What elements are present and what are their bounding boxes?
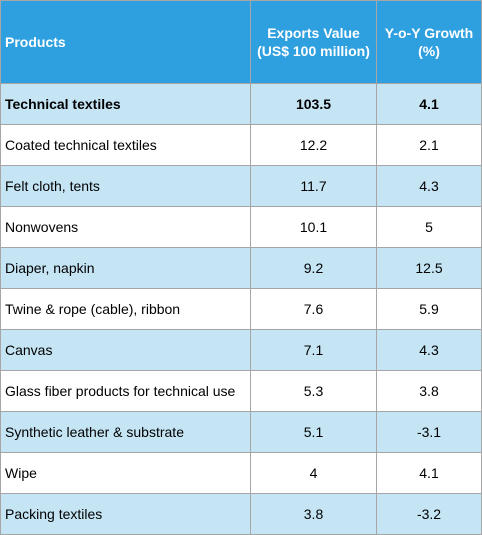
header-exports-value: Exports Value (US$ 100 million) [250,0,377,84]
exports-value-cell: 7.1 [250,329,377,371]
exports-value-cell: 12.2 [250,124,377,166]
table-header: Products Exports Value (US$ 100 million)… [0,0,482,84]
growth-cell: 4.3 [376,329,482,371]
table-row: Diaper, napkin 9.2 12.5 [0,247,482,289]
product-cell: Nonwovens [0,206,251,248]
exports-value-cell: 103.5 [250,83,377,125]
growth-cell: 4.1 [376,452,482,494]
table-row: Coated technical textiles 12.2 2.1 [0,124,482,166]
growth-cell: 5.9 [376,288,482,330]
header-row: Products Exports Value (US$ 100 million)… [0,0,482,84]
growth-cell: -3.1 [376,411,482,453]
table-row: Packing textiles 3.8 -3.2 [0,493,482,535]
growth-cell: 4.3 [376,165,482,207]
growth-cell: 2.1 [376,124,482,166]
product-cell: Synthetic leather & substrate [0,411,251,453]
product-cell: Diaper, napkin [0,247,251,289]
growth-cell: -3.2 [376,493,482,535]
table-row: Technical textiles 103.5 4.1 [0,83,482,125]
table-row: Nonwovens 10.1 5 [0,206,482,248]
exports-value-cell: 4 [250,452,377,494]
product-cell: Canvas [0,329,251,371]
exports-value-cell: 7.6 [250,288,377,330]
exports-value-cell: 11.7 [250,165,377,207]
exports-value-cell: 5.1 [250,411,377,453]
product-cell: Twine & rope (cable), ribbon [0,288,251,330]
growth-cell: 5 [376,206,482,248]
table-row: Synthetic leather & substrate 5.1 -3.1 [0,411,482,453]
product-cell: Wipe [0,452,251,494]
exports-value-cell: 10.1 [250,206,377,248]
table-row: Wipe 4 4.1 [0,452,482,494]
growth-cell: 12.5 [376,247,482,289]
exports-value-cell: 9.2 [250,247,377,289]
header-products: Products [0,0,251,84]
header-growth: Y-o-Y Growth (%) [376,0,482,84]
growth-cell: 4.1 [376,83,482,125]
exports-value-cell: 5.3 [250,370,377,412]
table-row: Felt cloth, tents 11.7 4.3 [0,165,482,207]
growth-cell: 3.8 [376,370,482,412]
product-cell: Felt cloth, tents [0,165,251,207]
product-cell: Glass fiber products for technical use [0,370,251,412]
table-row: Canvas 7.1 4.3 [0,329,482,371]
product-cell: Technical textiles [0,83,251,125]
table-row: Glass fiber products for technical use 5… [0,370,482,412]
table-body: Technical textiles 103.5 4.1 Coated tech… [0,83,482,535]
exports-value-cell: 3.8 [250,493,377,535]
product-cell: Coated technical textiles [0,124,251,166]
table-row: Twine & rope (cable), ribbon 7.6 5.9 [0,288,482,330]
product-cell: Packing textiles [0,493,251,535]
